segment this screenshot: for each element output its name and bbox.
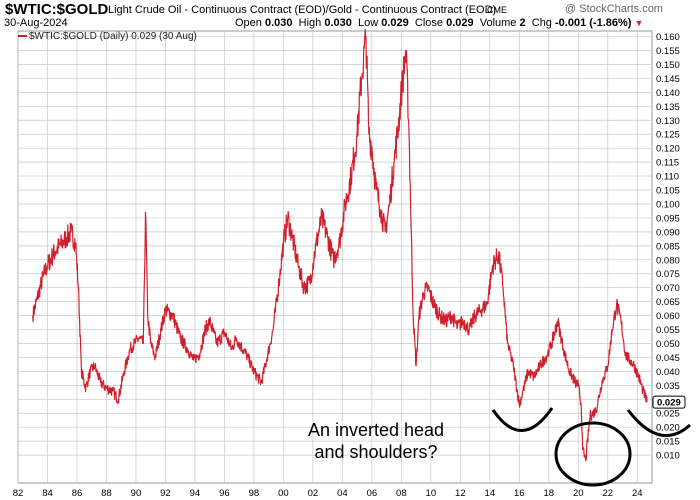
last-value-label: 0.029 — [657, 398, 681, 409]
annotation-shapes — [491, 407, 692, 487]
y-tick-label: 0.010 — [656, 451, 680, 462]
y-tick-label: 0.060 — [656, 311, 680, 322]
legend-swatch — [18, 35, 27, 38]
x-tick-label: 14 — [485, 488, 496, 499]
right-shoulder-arc — [626, 409, 692, 438]
y-tick-label: 0.135 — [656, 102, 680, 113]
open-label: Open — [235, 17, 262, 29]
x-tick-label: 16 — [514, 488, 525, 499]
x-tick-label: 96 — [219, 488, 230, 499]
y-tick-label: 0.120 — [656, 144, 680, 155]
y-tick-label: 0.050 — [656, 339, 680, 350]
legend-label: $WTIC:$GOLD (Daily) 0.029 (30 Aug) — [29, 31, 197, 42]
y-tick-label: 0.040 — [656, 367, 680, 378]
series-line — [32, 29, 648, 462]
y-tick-label: 0.145 — [656, 74, 680, 85]
y-tick-label: 0.070 — [656, 283, 680, 294]
chg-value: -0.001 (-1.86%) — [555, 17, 632, 29]
x-tick-label: 02 — [308, 488, 319, 499]
high-label: High — [298, 17, 322, 29]
x-tick-label: 12 — [455, 488, 466, 499]
x-tick-label: 92 — [160, 488, 171, 499]
x-tick-label: 84 — [42, 488, 53, 499]
ticker-title: $WTIC:$GOLD — [5, 1, 109, 18]
annotation-line-1: An inverted head — [307, 420, 445, 440]
chg-label: Chg — [531, 17, 552, 29]
x-tick-label: 22 — [602, 488, 613, 499]
y-axis-ticks: 0.0100.0150.0200.0250.0300.0350.0400.045… — [656, 32, 680, 462]
y-tick-label: 0.075 — [656, 269, 680, 280]
last-value-marker: 0.029 — [652, 395, 686, 409]
low-value: 0.029 — [381, 17, 409, 29]
x-tick-label: 88 — [101, 488, 112, 499]
chart-date: 30-Aug-2024 — [4, 17, 68, 29]
y-tick-label: 0.065 — [656, 297, 680, 308]
volume-value: 2 — [519, 17, 526, 29]
series-group — [32, 29, 648, 462]
left-shoulder-arc — [491, 407, 554, 432]
x-tick-label: 82 — [13, 488, 24, 499]
volume-label: Volume — [479, 17, 517, 29]
y-tick-label: 0.110 — [656, 172, 679, 183]
x-tick-label: 08 — [396, 488, 407, 499]
y-tick-label: 0.035 — [656, 381, 680, 392]
close-label: Close — [414, 17, 444, 29]
series-legend: $WTIC:$GOLD (Daily) 0.029 (30 Aug) — [18, 31, 197, 42]
head-circle — [554, 421, 632, 487]
x-tick-label: 24 — [632, 488, 643, 499]
chart-description: Light Crude Oil - Continuous Contract (E… — [108, 4, 497, 16]
x-tick-label: 06 — [367, 488, 378, 499]
y-tick-label: 0.115 — [656, 158, 679, 169]
y-tick-label: 0.015 — [656, 437, 680, 448]
y-tick-label: 0.055 — [656, 325, 680, 336]
y-tick-label: 0.160 — [656, 32, 680, 43]
source-credit: @ StockCharts.com — [565, 3, 663, 15]
x-tick-label: 86 — [72, 488, 83, 499]
annotation-text: An inverted head and shoulders? — [286, 419, 466, 463]
open-value: 0.030 — [264, 17, 293, 29]
x-tick-label: 10 — [426, 488, 437, 499]
x-tick-label: 90 — [131, 488, 142, 499]
ohlc-summary: Open 0.030 High 0.030 Low 0.029 Close 0.… — [235, 17, 643, 29]
y-tick-label: 0.100 — [656, 199, 680, 210]
y-tick-label: 0.125 — [656, 130, 680, 141]
y-tick-label: 0.080 — [656, 255, 680, 266]
x-tick-label: 18 — [544, 488, 555, 499]
y-tick-label: 0.085 — [656, 241, 680, 252]
y-tick-label: 0.105 — [656, 186, 680, 197]
x-tick-label: 00 — [278, 488, 289, 499]
y-tick-label: 0.155 — [656, 46, 680, 57]
y-tick-label: 0.090 — [656, 227, 680, 238]
x-tick-label: 04 — [337, 488, 348, 499]
y-tick-label: 0.095 — [656, 213, 680, 224]
y-tick-label: 0.045 — [656, 353, 680, 364]
y-tick-label: 0.020 — [656, 423, 680, 434]
low-label: Low — [357, 17, 379, 29]
last-value-box — [652, 395, 686, 409]
y-tick-label: 0.130 — [656, 116, 680, 127]
x-tick-label: 20 — [573, 488, 584, 499]
high-value: 0.030 — [324, 17, 352, 29]
y-tick-label: 0.140 — [656, 88, 680, 99]
exchange-label: CME — [487, 5, 507, 15]
down-arrow-icon: ▼ — [634, 18, 644, 28]
x-tick-label: 94 — [190, 488, 201, 499]
y-tick-label: 0.025 — [656, 409, 680, 420]
y-tick-label: 0.150 — [656, 60, 680, 71]
annotation-line-2: and shoulders? — [314, 442, 438, 462]
x-tick-label: 98 — [249, 488, 260, 499]
close-value: 0.029 — [446, 17, 474, 29]
x-axis-ticks: 82 84 86 88 90 92 94 96 98 00 02 04 06 08 10 12 14 16 18 20… — [13, 488, 643, 499]
